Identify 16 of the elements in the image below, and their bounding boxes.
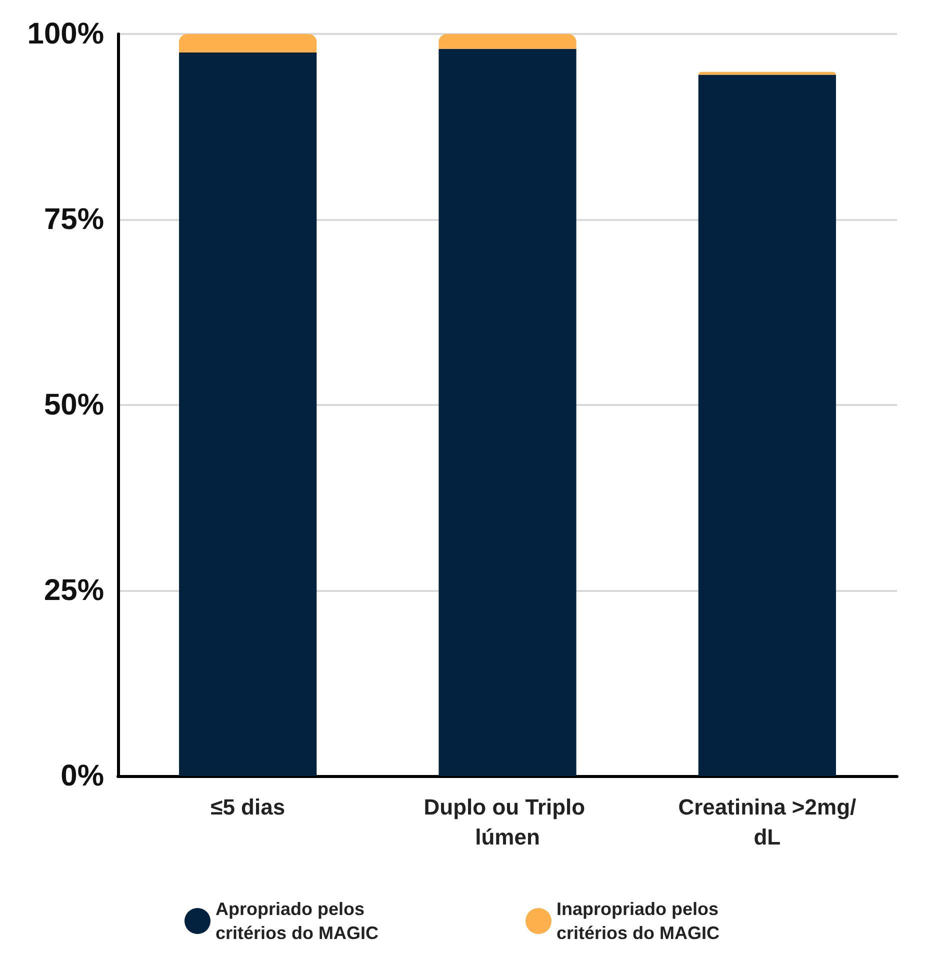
bar: [698, 72, 836, 75]
y-tick-label: 25%: [44, 574, 104, 607]
y-tick-label: 50%: [44, 388, 104, 422]
bar: [179, 34, 317, 53]
bar: [698, 74, 836, 776]
legend-label: Inapropriado pelos critérios do MAGIC: [556, 899, 724, 943]
y-tick-label: 75%: [44, 203, 104, 236]
bar: [438, 34, 576, 49]
bar: [438, 48, 576, 776]
legend-label: Apropriado pelos critérios do MAGIC: [216, 899, 379, 943]
x-tick-label: Creatinina >2mg/dL: [678, 794, 856, 850]
bar: [179, 52, 317, 776]
y-tick-label: 0%: [60, 760, 104, 792]
x-tick-label: ≤5 dias: [210, 794, 286, 820]
y-tick-label: 100%: [27, 18, 104, 50]
x-tick-label: Duplo ou Triplo lúmen: [424, 794, 592, 850]
